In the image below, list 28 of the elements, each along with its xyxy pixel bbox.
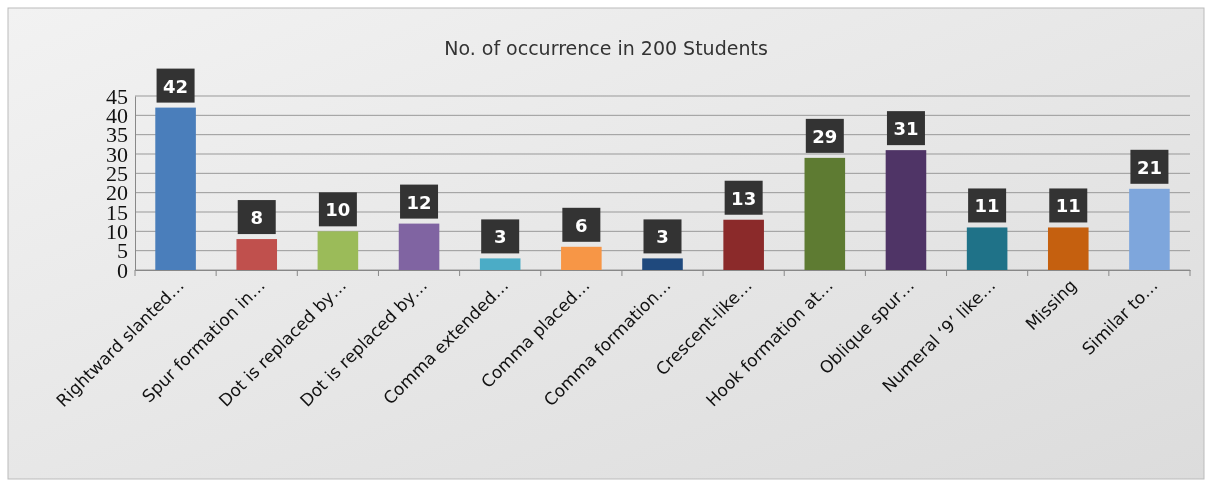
bar <box>561 246 602 270</box>
data-label: 3 <box>656 226 669 248</box>
bar <box>236 239 278 270</box>
data-label: 3 <box>493 226 507 248</box>
data-label: 12 <box>406 191 432 213</box>
bar <box>885 150 927 270</box>
bar <box>317 231 359 270</box>
bar <box>642 258 683 270</box>
bar <box>479 258 521 270</box>
bar <box>398 223 440 270</box>
data-label: 10 <box>325 199 351 221</box>
data-label: 6 <box>575 214 588 236</box>
data-label: 29 <box>812 125 838 147</box>
data-label: 21 <box>1136 156 1162 178</box>
data-label: 11 <box>974 195 1000 217</box>
data-label: 31 <box>893 118 919 140</box>
data-label: 11 <box>1055 195 1081 217</box>
bar <box>723 219 764 270</box>
data-label: 42 <box>163 75 189 97</box>
chart-title: No. of occurrence in 200 Students <box>444 37 768 59</box>
y-tick-label: 45 <box>106 83 128 109</box>
bar <box>1047 227 1089 270</box>
data-label: 13 <box>731 187 757 209</box>
bar <box>804 157 846 270</box>
bar <box>155 107 196 270</box>
bar <box>1129 188 1170 270</box>
data-label: 8 <box>250 207 263 229</box>
bar <box>966 227 1008 270</box>
